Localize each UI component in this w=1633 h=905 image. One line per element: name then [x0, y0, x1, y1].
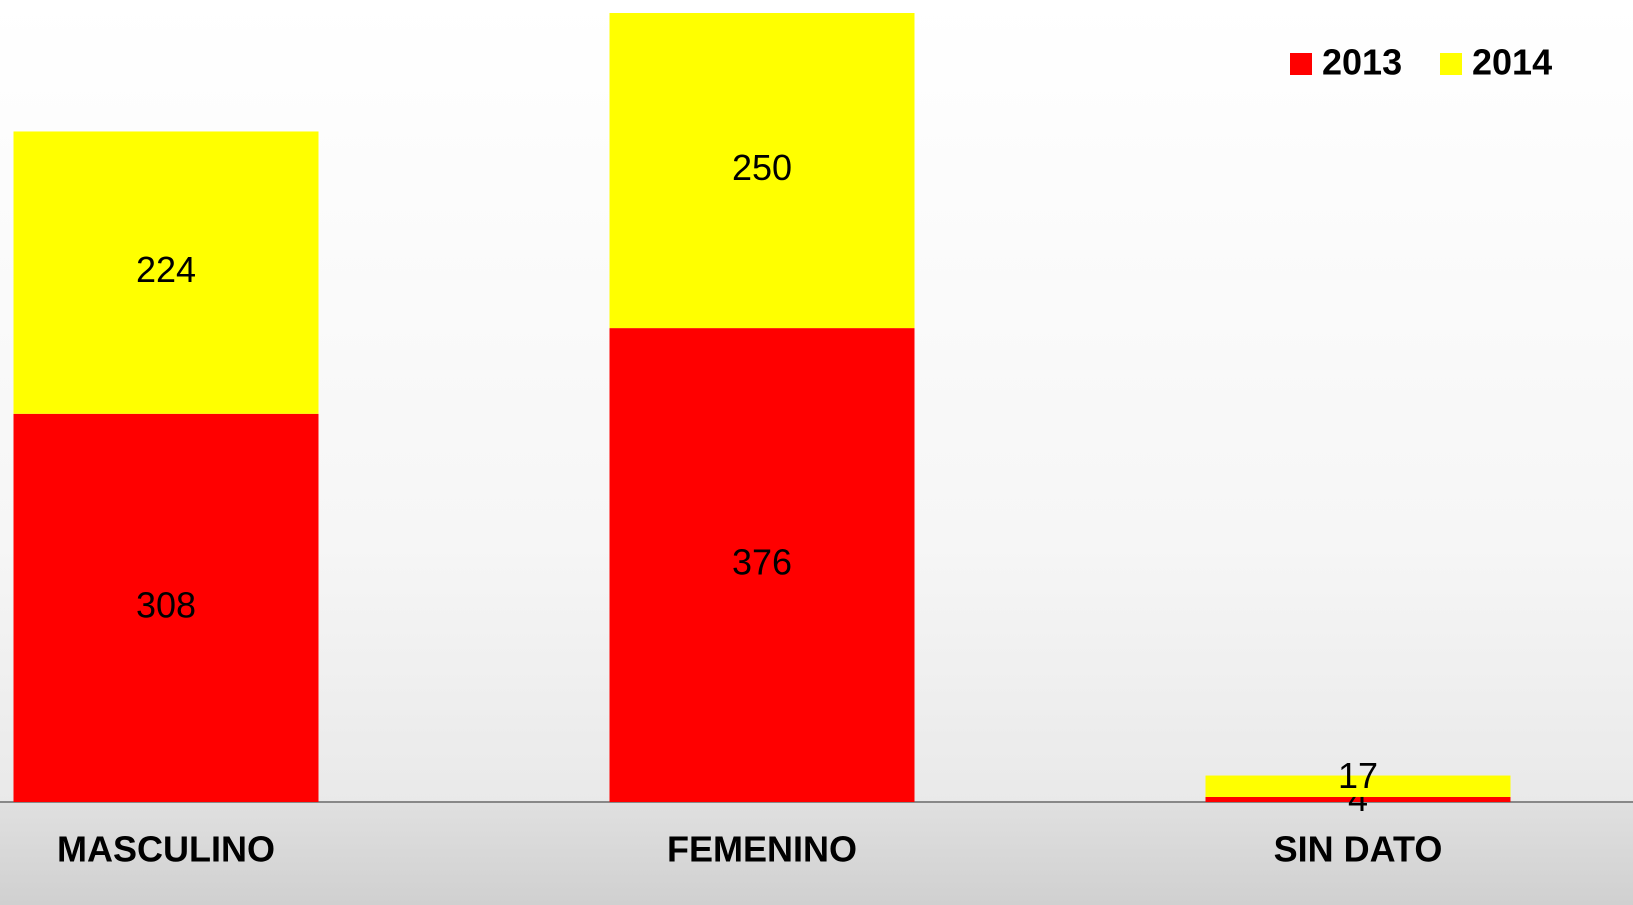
bar-segment	[13, 131, 319, 414]
value-label: 376	[732, 542, 792, 583]
legend-swatch	[1440, 53, 1462, 75]
bar-segment	[609, 13, 915, 329]
x-tick-label: SIN DATO	[1274, 829, 1443, 870]
bar-segment	[609, 328, 915, 802]
value-label: 17	[1338, 755, 1378, 796]
value-label: 250	[732, 147, 792, 188]
x-tick-label: MASCULINO	[57, 829, 275, 870]
bar-segment	[1205, 796, 1511, 802]
legend-label: 2013	[1322, 42, 1402, 83]
legend-swatch	[1290, 53, 1312, 75]
value-label: 224	[136, 249, 196, 290]
value-label: 308	[136, 584, 196, 625]
legend-label: 2014	[1472, 42, 1552, 83]
footer-band	[0, 802, 1633, 905]
x-tick-label: FEMENINO	[667, 829, 857, 870]
bar-segment	[13, 413, 319, 802]
bar-segment	[1205, 775, 1511, 797]
